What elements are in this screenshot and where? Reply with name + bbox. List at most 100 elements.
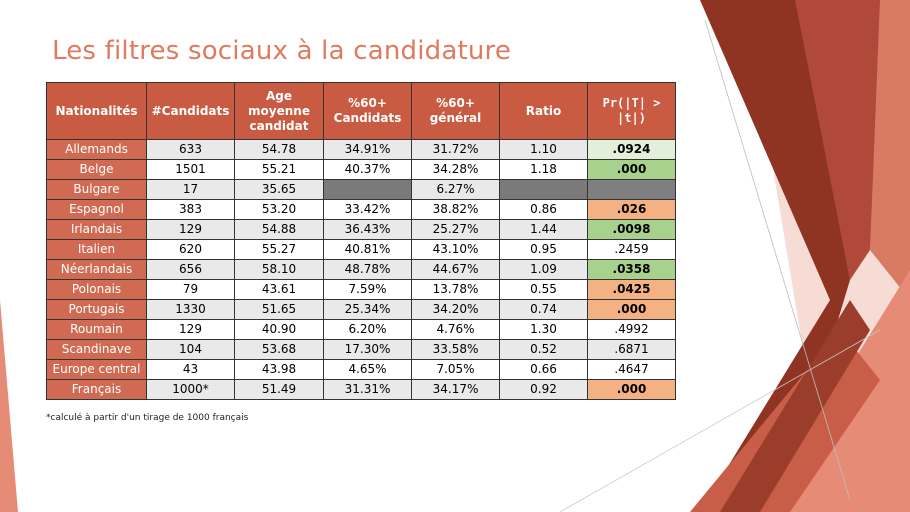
cell-age: 54.78 [234, 139, 324, 160]
cell-pr: .0098 [587, 219, 676, 240]
cell-candidats: 79 [146, 279, 235, 300]
cell-age: 55.27 [234, 239, 324, 260]
cell-pct-general: 6.27% [411, 179, 500, 200]
cell-age: 35.65 [234, 179, 324, 200]
cell-age: 51.65 [234, 299, 324, 320]
cell-pct-candidats: 4.65% [323, 359, 412, 380]
cell-candidats: 104 [146, 339, 235, 360]
cell-ratio: 1.10 [499, 139, 588, 160]
cell-pct-general: 44.67% [411, 259, 500, 280]
facet-right-strip [870, 0, 910, 300]
facet-thin-line-2 [559, 329, 881, 512]
cell-nationalite: Scandinave [46, 339, 147, 360]
cell-pct-candidats: 48.78% [323, 259, 412, 280]
cell-pr: .4992 [587, 319, 676, 340]
cell-pct-general: 34.28% [411, 159, 500, 180]
cell-candidats: 17 [146, 179, 235, 200]
cell-pr: .0358 [587, 259, 676, 280]
cell-pr: .4647 [587, 359, 676, 380]
facet-mid [795, 0, 890, 280]
cell-ratio: 0.55 [499, 279, 588, 300]
cell-pct-general: 43.10% [411, 239, 500, 260]
cell-nationalite: Néerlandais [46, 259, 147, 280]
header-pr: Pr(|T| > |t|) [587, 82, 676, 140]
cell-nationalite: Roumain [46, 319, 147, 340]
table-row: Europe central 43 43.98 4.65% 7.05% 0.66.4647 [46, 359, 676, 380]
cell-candidats: 1501 [146, 159, 235, 180]
cell-pct-candidats: 36.43% [323, 219, 412, 240]
cell-pr: .0425 [587, 279, 676, 300]
facet-left-bottom [0, 300, 18, 512]
table-row: Polonais 79 43.61 7.59% 13.78% 0.55.0425 [46, 279, 676, 300]
cell-pct-general: 7.05% [411, 359, 500, 380]
cell-candidats: 1000* [146, 379, 235, 400]
cell-ratio: 0.92 [499, 379, 588, 400]
cell-pct-candidats: 17.30% [323, 339, 412, 360]
cell-age: 53.68 [234, 339, 324, 360]
cell-nationalite: Belge [46, 159, 147, 180]
cell-ratio: 0.74 [499, 299, 588, 320]
cell-pct-general: 31.72% [411, 139, 500, 160]
cell-ratio: 0.86 [499, 199, 588, 220]
table-row: Néerlandais 656 58.10 48.78% 44.67% 1.09.0358 [46, 259, 676, 280]
cell-ratio: 1.30 [499, 319, 588, 340]
cell-age: 40.90 [234, 319, 324, 340]
header-candidats: #Candidats [146, 82, 235, 140]
cell-age: 55.21 [234, 159, 324, 180]
cell-ratio: 0.66 [499, 359, 588, 380]
table-row: Portugais 1330 51.65 25.34% 34.20% 0.74.000 [46, 299, 676, 320]
table-row: Italien 620 55.27 40.81% 43.10% 0.95.2459 [46, 239, 676, 260]
cell-age: 43.61 [234, 279, 324, 300]
cell-pct-candidats: 7.59% [323, 279, 412, 300]
cell-pr: .026 [587, 199, 676, 220]
table-row: Français 1000* 51.49 31.31% 34.17% 0.92.000 [46, 379, 676, 400]
cell-nationalite: Français [46, 379, 147, 400]
cell-pct-general: 25.27% [411, 219, 500, 240]
header-pct-general: %60+ général [411, 82, 500, 140]
cell-candidats: 1330 [146, 299, 235, 320]
cell-pct-candidats: 25.34% [323, 299, 412, 320]
table-row: Espagnol 383 53.20 33.42% 38.82% 0.86.026 [46, 199, 676, 220]
header-pct-candidats: %60+ Candidats [323, 82, 412, 140]
cell-pct-candidats: 40.37% [323, 159, 412, 180]
cell-pr: .0924 [587, 139, 676, 160]
cell-pr: .000 [587, 299, 676, 320]
table-row: Roumain 129 40.90 6.20% 4.76% 1.30.4992 [46, 319, 676, 340]
cell-pr: .2459 [587, 239, 676, 260]
header-ratio: Ratio [499, 82, 588, 140]
table-row: Irlandais 129 54.88 36.43% 25.27% 1.44.0098 [46, 219, 676, 240]
cell-pr [587, 179, 676, 200]
data-table: Nationalités #Candidats Age moyenne cand… [46, 82, 676, 400]
cell-pct-candidats: 40.81% [323, 239, 412, 260]
cell-pct-candidats: 33.42% [323, 199, 412, 220]
table-row: Bulgare 17 35.65 6.27% [46, 179, 676, 200]
footnote: *calculé à partir d'un tirage de 1000 fr… [46, 413, 249, 423]
cell-ratio: 0.95 [499, 239, 588, 260]
cell-age: 43.98 [234, 359, 324, 380]
cell-candidats: 383 [146, 199, 235, 220]
cell-pct-general: 34.17% [411, 379, 500, 400]
cell-age: 54.88 [234, 219, 324, 240]
cell-pr: .6871 [587, 339, 676, 360]
cell-pct-general: 38.82% [411, 199, 500, 220]
cell-nationalite: Espagnol [46, 199, 147, 220]
cell-nationalite: Polonais [46, 279, 147, 300]
cell-ratio [499, 179, 588, 200]
cell-nationalite: Allemands [46, 139, 147, 160]
table-row: Allemands 633 54.78 34.91% 31.72% 1.10.0924 [46, 139, 676, 160]
header-age: Age moyenne candidat [234, 82, 324, 140]
table-row: Scandinave 104 53.68 17.30% 33.58% 0.52.6871 [46, 339, 676, 360]
cell-pct-candidats: 31.31% [323, 379, 412, 400]
cell-pr: .000 [587, 159, 676, 180]
cell-pct-candidats: 34.91% [323, 139, 412, 160]
cell-ratio: 1.09 [499, 259, 588, 280]
facet-thin-line-1 [704, 19, 851, 501]
cell-age: 53.20 [234, 199, 324, 220]
cell-pct-candidats [323, 179, 412, 200]
cell-age: 58.10 [234, 259, 324, 280]
cell-ratio: 1.18 [499, 159, 588, 180]
cell-ratio: 0.52 [499, 339, 588, 360]
slide-title: Les filtres sociaux à la candidature [52, 36, 512, 66]
